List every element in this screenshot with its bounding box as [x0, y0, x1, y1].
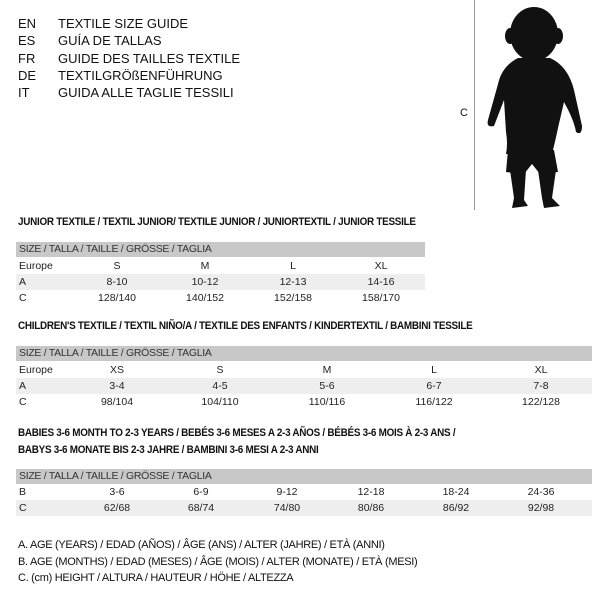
language-code: EN [18, 16, 37, 31]
legend-b: B. AGE (MONTHS) / EDAD (MESES) / ÂGE (MO… [18, 556, 418, 568]
language-guide-title: GUIDA ALLE TAGLIE TESSILI [58, 85, 234, 101]
table-row: Europe XS S M L XL [16, 362, 592, 378]
table-cell: L [290, 260, 296, 272]
table-cell: L [431, 364, 437, 376]
table-row: A 8-10 10-12 12-13 14-16 [16, 274, 425, 290]
table-cell: M [322, 364, 332, 376]
babies-title-line2: BABYS 3-6 MONATE BIS 2-3 JAHRE / BAMBINI… [18, 444, 319, 456]
row-label: Europe [19, 364, 53, 376]
height-label: C [460, 107, 468, 119]
language-guide-title: TEXTILE SIZE GUIDE [58, 16, 189, 31]
table-cell: 152/158 [274, 292, 312, 304]
junior-size-header: SIZE / TALLA / TAILLE / GRÖSSE / TAGLIA [16, 242, 425, 257]
table-cell: 92/98 [527, 502, 555, 514]
language-code: DE [18, 67, 37, 83]
language-code: IT [18, 85, 30, 101]
table-cell: 3-4 [109, 380, 125, 392]
table-cell: 9-12 [276, 486, 298, 498]
table-cell: 104/110 [201, 396, 239, 408]
table-cell: S [216, 364, 224, 376]
table-cell: 128/140 [98, 292, 136, 304]
table-cell: 68/74 [187, 502, 215, 514]
table-cell: 12-13 [279, 276, 307, 288]
table-cell: 3-6 [109, 486, 125, 498]
row-label: C [19, 292, 27, 304]
table-cell: 158/170 [362, 292, 400, 304]
table-cell: 5-6 [319, 380, 335, 392]
babies-title-line1: BABIES 3-6 MONTH TO 2-3 YEARS / BEBÉS 3-… [18, 427, 456, 439]
table-cell: 110/116 [308, 396, 346, 408]
table-cell: XL [374, 260, 388, 272]
table-cell: 12-18 [357, 486, 385, 498]
table-row: A 3-4 4-5 5-6 6-7 7-8 [16, 378, 592, 394]
legend-a: A. AGE (YEARS) / EDAD (AÑOS) / ÂGE (ANS)… [18, 539, 385, 551]
row-label: C [19, 396, 27, 408]
language-code: ES [18, 33, 36, 49]
table-cell: 7-8 [533, 380, 549, 392]
table-row: C 62/68 68/74 74/80 80/86 86/92 92/98 [16, 500, 592, 516]
table-cell: S [113, 260, 121, 272]
table-cell: 4-5 [212, 380, 228, 392]
table-row: C 98/104 104/110 110/116 116/122 122/128 [16, 394, 592, 410]
junior-title: JUNIOR TEXTILE / TEXTIL JUNIOR/ TEXTILE … [18, 216, 416, 228]
table-cell: 140/152 [186, 292, 224, 304]
language-guide-title: GUIDE DES TAILLES TEXTILE [58, 50, 241, 66]
table-cell: 18-24 [442, 486, 470, 498]
table-cell: 8-10 [106, 276, 128, 288]
row-label: A [19, 380, 27, 392]
children-title: CHILDREN'S TEXTILE / TEXTIL NIÑO/A / TEX… [18, 320, 473, 332]
table-cell: 86/92 [442, 502, 470, 514]
table-cell: XS [109, 364, 125, 376]
child-silhouette-icon [487, 7, 582, 208]
table-cell: XL [534, 364, 548, 376]
row-label: A [19, 276, 27, 288]
table-cell: 122/128 [522, 396, 560, 408]
legend-c: C. (cm) HEIGHT / ALTURA / HAUTEUR / HÖHE… [18, 572, 294, 584]
table-row: B 3-6 6-9 9-12 12-18 18-24 24-36 [16, 484, 592, 500]
row-label: B [19, 486, 27, 498]
babies-size-header: SIZE / TALLA / TAILLE / GRÖSSE / TAGLIA [16, 469, 592, 484]
children-size-header: SIZE / TALLA / TAILLE / GRÖSSE / TAGLIA [16, 346, 592, 361]
table-cell: 62/68 [103, 502, 131, 514]
table-cell: 98/104 [100, 396, 134, 408]
table-cell: 24-36 [527, 486, 555, 498]
table-cell: 116/122 [415, 396, 453, 408]
language-guide-title: GUÍA DE TALLAS [58, 33, 162, 49]
table-cell: 80/86 [357, 502, 385, 514]
table-cell: M [200, 260, 210, 272]
table-cell: 6-7 [426, 380, 442, 392]
table-cell: 10-12 [191, 276, 219, 288]
table-row: C 128/140 140/152 152/158 158/170 [16, 290, 425, 306]
row-label: Europe [19, 260, 53, 272]
language-guide-title: TEXTILGRÖßENFÜHRUNG [58, 67, 223, 83]
row-label: C [19, 502, 27, 514]
language-code: FR [18, 50, 36, 66]
table-row: Europe S M L XL [16, 258, 425, 274]
table-cell: 14-16 [367, 276, 395, 288]
table-cell: 6-9 [193, 486, 209, 498]
divider-line [474, 0, 475, 210]
table-cell: 74/80 [273, 502, 301, 514]
